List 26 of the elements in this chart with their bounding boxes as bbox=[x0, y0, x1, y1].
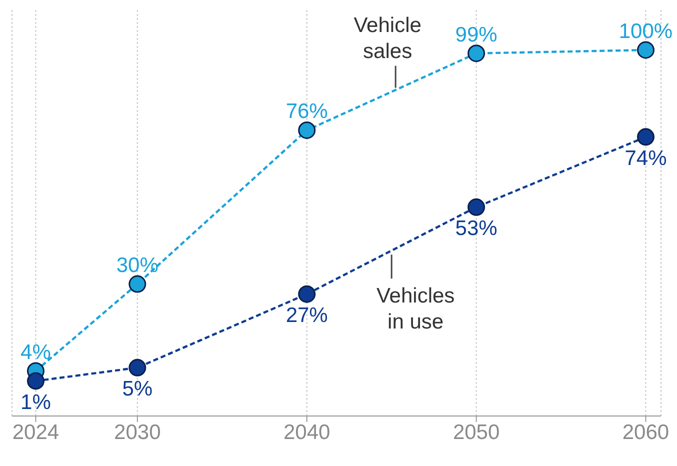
x-tick-label: 2040 bbox=[283, 420, 330, 444]
data-label: 74% bbox=[624, 146, 667, 170]
data-label: 100% bbox=[618, 20, 673, 43]
data-label: 99% bbox=[455, 23, 498, 46]
point bbox=[468, 198, 486, 216]
data-label: 30% bbox=[116, 254, 158, 278]
data-label: 27% bbox=[286, 304, 328, 328]
series-label: Vehicles in use bbox=[376, 284, 455, 334]
x-tick-label: 2060 bbox=[622, 420, 670, 444]
point bbox=[26, 372, 44, 390]
data-label: 76% bbox=[286, 100, 328, 124]
point bbox=[128, 275, 146, 293]
x-tick-label: 2030 bbox=[114, 420, 161, 444]
x-tick-label: 2024 bbox=[12, 420, 60, 444]
point bbox=[128, 358, 146, 376]
point bbox=[298, 285, 316, 303]
point bbox=[637, 41, 654, 59]
data-label: 53% bbox=[455, 217, 498, 240]
x-tick-label: 2050 bbox=[452, 420, 500, 444]
data-label: 5% bbox=[122, 378, 153, 401]
point bbox=[637, 128, 654, 146]
data-label: 1% bbox=[20, 391, 51, 414]
point bbox=[468, 44, 486, 62]
data-label: 4% bbox=[20, 340, 51, 364]
series-label: Vehicle sales bbox=[354, 14, 422, 63]
point bbox=[298, 121, 316, 139]
